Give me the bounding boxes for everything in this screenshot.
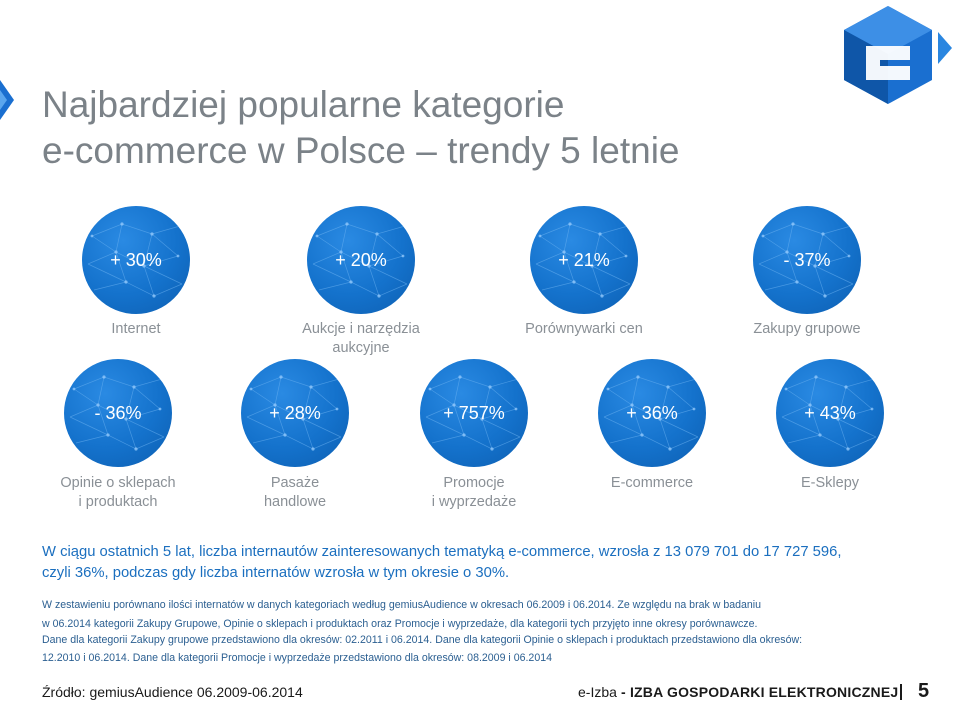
row2-label-line: E-Sklepy xyxy=(800,475,860,491)
row2-label-line: i produktach xyxy=(78,494,158,510)
row1-label-line: Zakupy grupowe xyxy=(753,321,861,337)
row2-value-2: + 28% xyxy=(269,402,321,423)
note-line-2: w 06.2014 kategorii Zakupy Grupowe, Opin… xyxy=(42,618,758,630)
footer-brand: e-Izba - IZBA GOSPODARKI ELEKTRONICZNEJ xyxy=(578,684,898,700)
note-line-3: Dane dla kategorii Zakupy grupowe przeds… xyxy=(42,634,803,646)
row2-label-1: Opinie o sklepach i produktach xyxy=(38,474,198,512)
row2-label-line: i wyprzedaże xyxy=(431,494,517,510)
row2-label-4: E-commerce xyxy=(572,474,732,493)
row1-label-line: Internet xyxy=(111,321,161,337)
row2-circle-1: - 36% xyxy=(64,359,172,467)
row2-label-line: E-commerce xyxy=(610,475,694,491)
note-line-4: 12.2010 i 06.2014. Dane dla kategorii Pr… xyxy=(42,652,553,664)
footer-divider xyxy=(900,684,902,700)
row2-label-line: Opinie o sklepach xyxy=(60,475,176,491)
brand-prefix: e-Izba xyxy=(578,684,617,700)
row1-circle-3: + 21% xyxy=(530,206,638,314)
row1-label-line: Aukcje i narzędzia xyxy=(302,321,420,337)
row2-value-1: - 36% xyxy=(94,402,142,423)
row2-circle-5: + 43% xyxy=(776,359,884,467)
row2-value-3: + 757% xyxy=(443,402,505,423)
row2-value-4: + 36% xyxy=(626,402,678,423)
page-number: 5 xyxy=(918,680,930,702)
accent-arrow-icon xyxy=(0,80,16,120)
row1-label-2: Aukcje i narzędzia aukcyjne xyxy=(281,320,441,358)
row1-value-2: + 20% xyxy=(335,249,387,270)
row1-value-3: + 21% xyxy=(558,249,610,270)
row1-circle-1: + 30% xyxy=(82,206,190,314)
row1-label-3: Porównywarki cen xyxy=(504,320,664,339)
row1-label-4: Zakupy grupowe xyxy=(727,320,887,339)
row2-label-line: handlowe xyxy=(263,494,327,510)
row1-value-4: - 37% xyxy=(783,249,831,270)
row1-circle-4: - 37% xyxy=(753,206,861,314)
row1-label-line: aukcyjne xyxy=(332,340,390,356)
row2-label-2: Pasaże handlowe xyxy=(215,474,375,512)
row2-label-line: Promocje xyxy=(443,475,505,491)
page-title: Najbardziej popularne kategorie e-commer… xyxy=(42,84,680,171)
row1-label-1: Internet xyxy=(56,320,216,339)
row2-label-3: Promocje i wyprzedaże xyxy=(394,474,554,512)
note-line-1: W zestawieniu porównano ilości internató… xyxy=(42,599,762,611)
row2-circle-2: + 28% xyxy=(241,359,349,467)
row1-value-1: + 30% xyxy=(110,249,162,270)
row2-label-5: E-Sklepy xyxy=(750,474,910,493)
brand-name: - IZBA GOSPODARKI ELEKTRONICZNEJ xyxy=(616,684,899,700)
row1-circle-2: + 20% xyxy=(307,206,415,314)
logo xyxy=(838,4,958,124)
row2-circle-4: + 36% xyxy=(598,359,706,467)
row2-value-5: + 43% xyxy=(804,402,856,423)
summary-text: W ciągu ostatnich 5 lat, liczba internau… xyxy=(42,544,842,581)
row1-label-line: Porównywarki cen xyxy=(525,321,643,337)
row2-circle-3: + 757% xyxy=(420,359,528,467)
row2-label-line: Pasaże xyxy=(270,475,320,491)
source-text: Źródło: gemiusAudience 06.2009-06.2014 xyxy=(42,684,303,700)
